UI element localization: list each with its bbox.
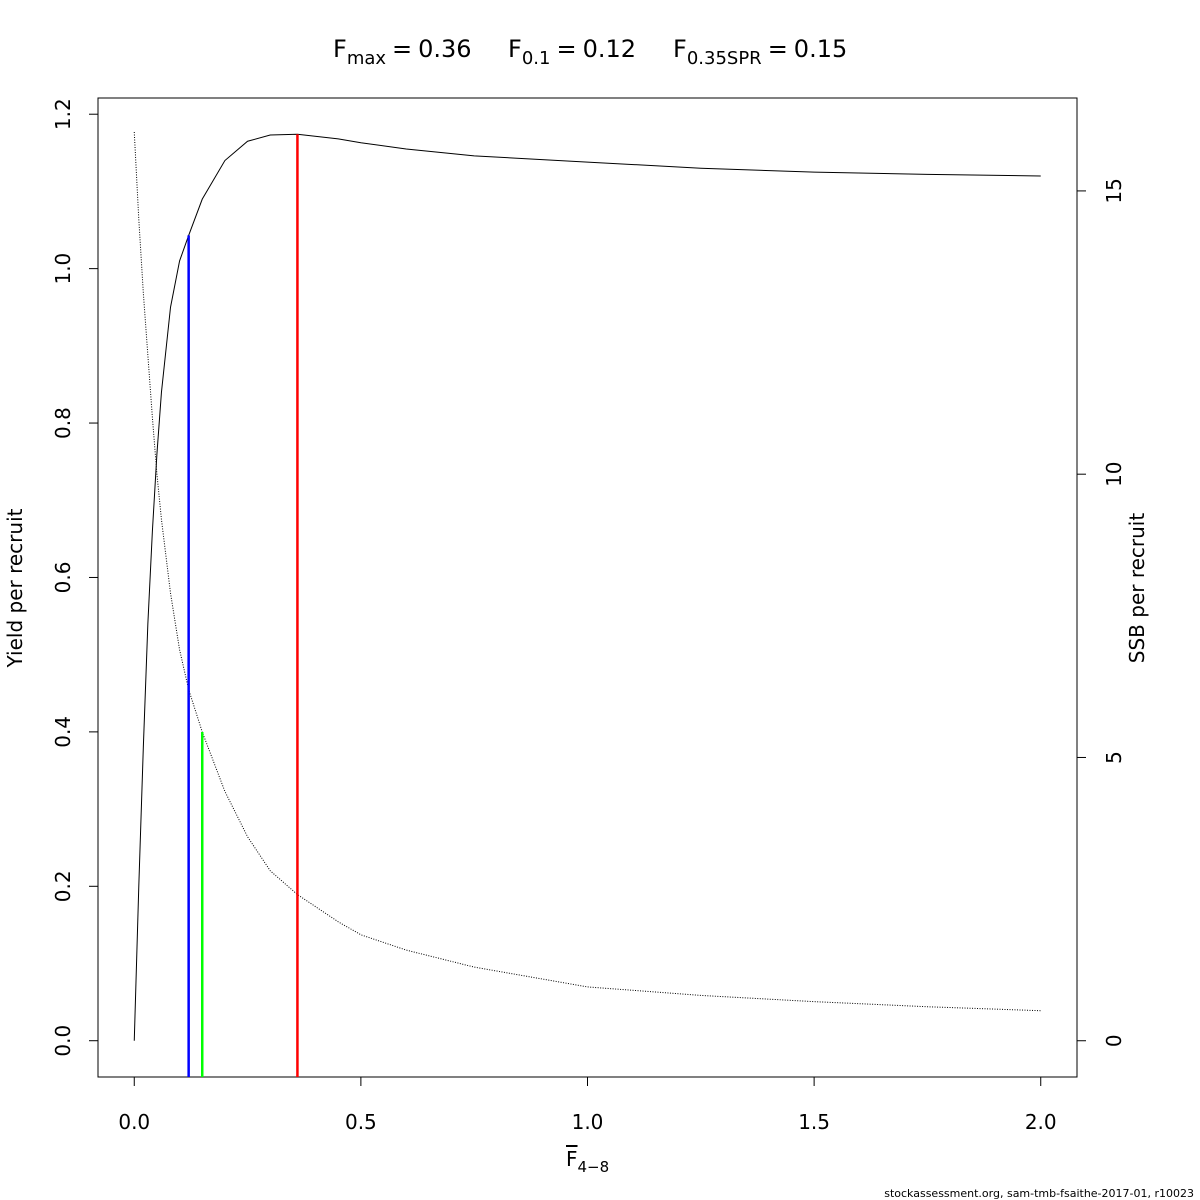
y2-tick-label: 15: [1102, 178, 1126, 203]
y-tick-label: 0.2: [51, 870, 75, 902]
y2-tick-label: 10: [1102, 461, 1126, 486]
x-tick-label: 1.5: [798, 1110, 830, 1134]
y-axis-label: Yield per recruit: [3, 508, 27, 668]
title-symbol: F: [508, 35, 522, 63]
y-tick-label: 0.0: [51, 1025, 75, 1057]
y-tick-label: 0.6: [51, 562, 75, 594]
y-tick-label: 0.4: [51, 716, 75, 748]
y2-axis-label: SSB per recruit: [1125, 513, 1149, 664]
y2-tick-label: 0: [1102, 1034, 1126, 1047]
title-relation: =: [392, 35, 412, 63]
title-relation: =: [556, 35, 576, 63]
x-label-subscript: 4−8: [578, 1158, 610, 1176]
title-value: 0.12: [583, 35, 636, 63]
y2-tick-label: 5: [1102, 751, 1126, 764]
title-item: F0.1 = 0.12: [508, 35, 636, 69]
footnote: stockassessment.org, sam-tmb-fsaithe-201…: [884, 1187, 1194, 1200]
title-subscript: max: [347, 48, 387, 69]
x-tick-label: 1.0: [572, 1110, 604, 1134]
title-value: 0.15: [794, 35, 847, 63]
title-item: F0.35SPR = 0.15: [673, 35, 847, 69]
x-tick-label: 2.0: [1025, 1110, 1057, 1134]
ssb-curve: [133, 131, 1041, 1012]
title-value: 0.36: [418, 35, 471, 63]
title-item: Fmax = 0.36: [333, 35, 472, 69]
title-subscript: 0.1: [522, 48, 551, 69]
x-label-symbol: F: [566, 1147, 578, 1171]
title-relation: =: [768, 35, 788, 63]
y-tick-label: 1.2: [51, 98, 75, 130]
x-tick-label: 0.0: [118, 1110, 150, 1134]
x-tick-label: 0.5: [345, 1110, 377, 1134]
yield-curve: [133, 133, 1041, 1041]
title-subscript: 0.35SPR: [687, 48, 762, 69]
title-symbol: F: [673, 35, 687, 63]
y-tick-label: 0.8: [51, 407, 75, 439]
y-tick-label: 1.0: [51, 253, 75, 285]
x-axis-label: F4−8: [566, 1147, 609, 1176]
plot-frame: [97, 97, 1078, 1078]
title-symbol: F: [333, 35, 347, 63]
